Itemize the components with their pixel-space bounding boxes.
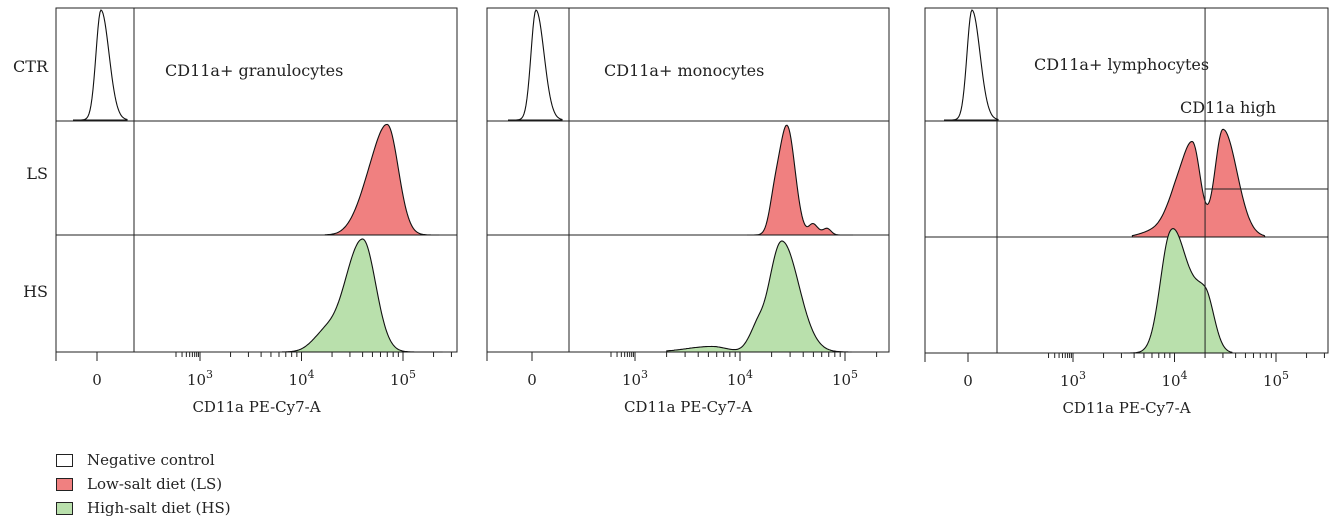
legend-item-high-salt: High-salt diet (HS) xyxy=(56,496,231,520)
x-axis-label: CD11a PE-Cy7-A xyxy=(624,398,752,416)
x-tick-label: 0 xyxy=(92,371,102,389)
x-axis-label: CD11a PE-Cy7-A xyxy=(1062,399,1190,417)
hs-histogram xyxy=(666,240,852,353)
panel-title: CD11a+ lymphocytes xyxy=(1034,55,1209,74)
control-histogram xyxy=(944,9,999,121)
row-label-hs: HS xyxy=(23,282,48,301)
x-tick-label: 103 xyxy=(187,368,213,389)
legend-label-negative-control: Negative control xyxy=(87,451,215,469)
x-tick-label: 104 xyxy=(727,368,753,389)
x-tick-label: 0 xyxy=(527,371,537,389)
legend-swatch-high-salt xyxy=(56,501,73,515)
control-histogram xyxy=(508,9,563,121)
ls-histogram xyxy=(746,124,853,236)
hs-histogram xyxy=(1123,228,1233,354)
x-tick-label: 105 xyxy=(1263,369,1289,390)
chart-legend: Negative control Low-salt diet (LS) High… xyxy=(56,448,231,520)
panel-frame xyxy=(486,7,890,353)
x-axis-label: CD11a PE-Cy7-A xyxy=(192,398,320,416)
gate-label-cd11a-high: CD11a high xyxy=(1180,98,1276,117)
x-tick-label: 104 xyxy=(288,368,314,389)
row-label-ls: LS xyxy=(26,164,48,183)
control-histogram xyxy=(73,9,128,121)
legend-item-low-salt: Low-salt diet (LS) xyxy=(56,472,231,496)
panel-frame xyxy=(55,7,458,353)
x-tick-label: 105 xyxy=(390,368,416,389)
ls-histogram xyxy=(1131,128,1266,238)
legend-label-low-salt: Low-salt diet (LS) xyxy=(87,475,223,493)
legend-swatch-negative-control xyxy=(56,453,73,467)
legend-item-negative-control: Negative control xyxy=(56,448,231,472)
hs-histogram xyxy=(281,238,443,353)
panel-title: CD11a+ granulocytes xyxy=(165,61,343,80)
x-tick-label: 104 xyxy=(1161,369,1187,390)
legend-swatch-low-salt xyxy=(56,477,73,491)
panel-title: CD11a+ monocytes xyxy=(604,61,764,80)
panel-2: CD11a+ monocytes 0 103 104 105 CD11a PE-Cy7-A xyxy=(486,7,890,416)
panel-3: CD11a+ lymphocytes CD11a high 0 103 104 105 CD… xyxy=(924,7,1329,417)
x-tick-label: 103 xyxy=(622,368,648,389)
legend-label-high-salt: High-salt diet (HS) xyxy=(87,499,231,517)
x-tick-label: 0 xyxy=(963,372,973,390)
row-label-ctr: CTR xyxy=(13,57,49,76)
ls-histogram xyxy=(324,123,440,236)
x-tick-label: 105 xyxy=(832,368,858,389)
panel-1: CD11a+ granulocytes 0 103 104 105 CD11a PE-Cy… xyxy=(55,7,458,416)
x-tick-label: 103 xyxy=(1060,369,1086,390)
